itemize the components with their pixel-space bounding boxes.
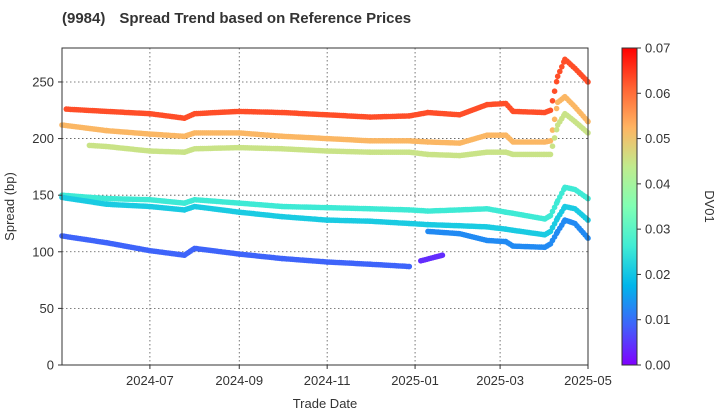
x-tick-label: 2024-11 [304, 373, 351, 388]
colorbar-tick-label: 0.06 [645, 86, 670, 101]
y-axis-label: Spread (bp) [2, 172, 17, 241]
data-point [554, 73, 561, 80]
colorbar-tick-label: 0.00 [645, 358, 670, 373]
colorbar: 0.00 0.01 0.02 0.03 0.04 0.05 0.06 0.07 [621, 41, 670, 373]
chart-title-code: (9984) [62, 10, 106, 27]
x-tick-label: 2025-05 [564, 373, 612, 388]
y-tick-label: 250 [32, 74, 54, 89]
data-point [547, 138, 554, 144]
x-tick-label: 2025-01 [391, 373, 439, 388]
x-tick-label: 2024-07 [126, 373, 174, 388]
colorbar-tick-label: 0.02 [645, 267, 670, 282]
colorbar-tick-label: 0.07 [645, 41, 670, 56]
data-point [557, 68, 563, 75]
plot-frame [61, 47, 589, 366]
y-tick-label: 0 [47, 358, 54, 373]
data-point [551, 135, 558, 141]
data-point [553, 78, 560, 85]
data-point [549, 143, 556, 149]
data-point [547, 107, 554, 114]
x-tick-label: 2025-03 [476, 373, 524, 388]
data-point [547, 151, 554, 158]
x-tick-label: 2024-09 [215, 373, 263, 388]
colorbar-tick-label: 0.01 [645, 312, 670, 327]
chart-title-text: Spread Trend based on Reference Prices [119, 10, 412, 27]
colorbar-tick-label: 0.04 [645, 176, 670, 191]
y-tick-label: 100 [32, 244, 54, 259]
x-axis-label: Trade Date [293, 396, 358, 411]
points-layer [59, 56, 591, 270]
data-point [439, 252, 446, 258]
data-point [553, 105, 560, 112]
data-point [553, 126, 560, 133]
chart-title: (9984) Spread Trend based on Reference Pr… [62, 10, 411, 27]
colorbar-gradient [621, 47, 638, 366]
colorbar-label: DV01 [702, 190, 717, 223]
axis-layer: 0 50 100 150 200 250 2024-07 2024-09 2024-11 2025… [32, 74, 612, 388]
data-point [406, 263, 413, 270]
y-tick-label: 50 [40, 301, 54, 316]
grid-layer [62, 48, 589, 366]
data-point [549, 98, 556, 104]
colorbar-tick-label: 0.03 [645, 222, 670, 237]
y-tick-label: 150 [32, 188, 54, 203]
data-point [551, 116, 558, 123]
data-point [559, 64, 565, 70]
data-point [547, 212, 554, 219]
colorbar-tick-label: 0.05 [645, 131, 670, 146]
data-point [549, 127, 556, 133]
y-tick-label: 200 [32, 131, 54, 146]
data-point [551, 88, 558, 94]
